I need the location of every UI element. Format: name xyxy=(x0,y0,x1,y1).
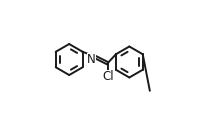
Text: N: N xyxy=(87,53,96,66)
Text: Cl: Cl xyxy=(103,70,114,83)
